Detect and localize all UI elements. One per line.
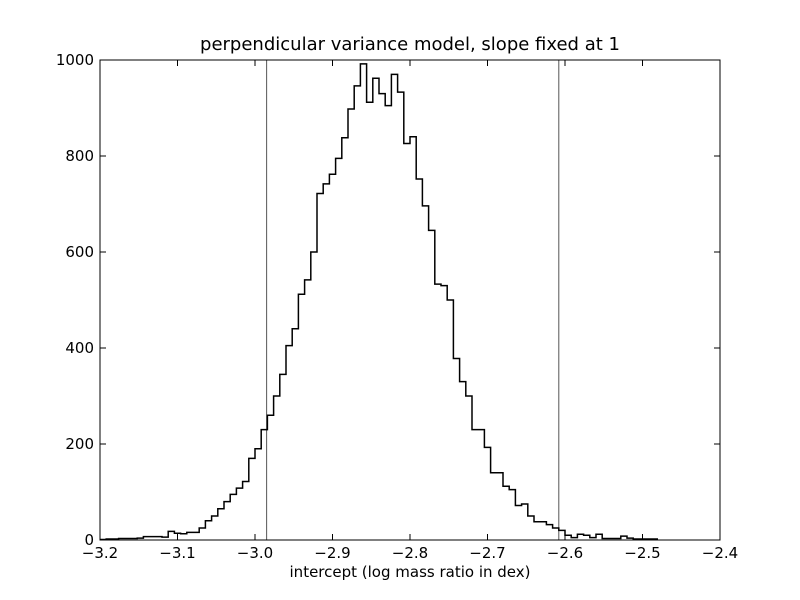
y-tick-label: 0: [84, 531, 94, 549]
x-tick-label: −3.2: [82, 544, 118, 562]
y-tick-label: 200: [65, 435, 94, 453]
y-tick-label: 400: [65, 339, 94, 357]
y-tick-label: 1000: [56, 51, 94, 69]
x-tick-label: −2.5: [624, 544, 660, 562]
plot-area: [100, 60, 720, 540]
chart-title: perpendicular variance model, slope fixe…: [200, 34, 620, 55]
x-tick-label: −3.1: [159, 544, 195, 562]
x-tick-label: −2.8: [392, 544, 428, 562]
y-tick-label: 800: [65, 147, 94, 165]
x-tick-label: −2.4: [702, 544, 738, 562]
histogram-step-line: [100, 63, 658, 541]
x-axis-label: intercept (log mass ratio in dex): [290, 563, 531, 581]
x-tick-label: −3.0: [237, 544, 273, 562]
x-tick-label: −2.9: [314, 544, 350, 562]
y-tick-label: 600: [65, 243, 94, 261]
x-tick-label: −2.7: [469, 544, 505, 562]
x-tick-label: −2.6: [547, 544, 583, 562]
